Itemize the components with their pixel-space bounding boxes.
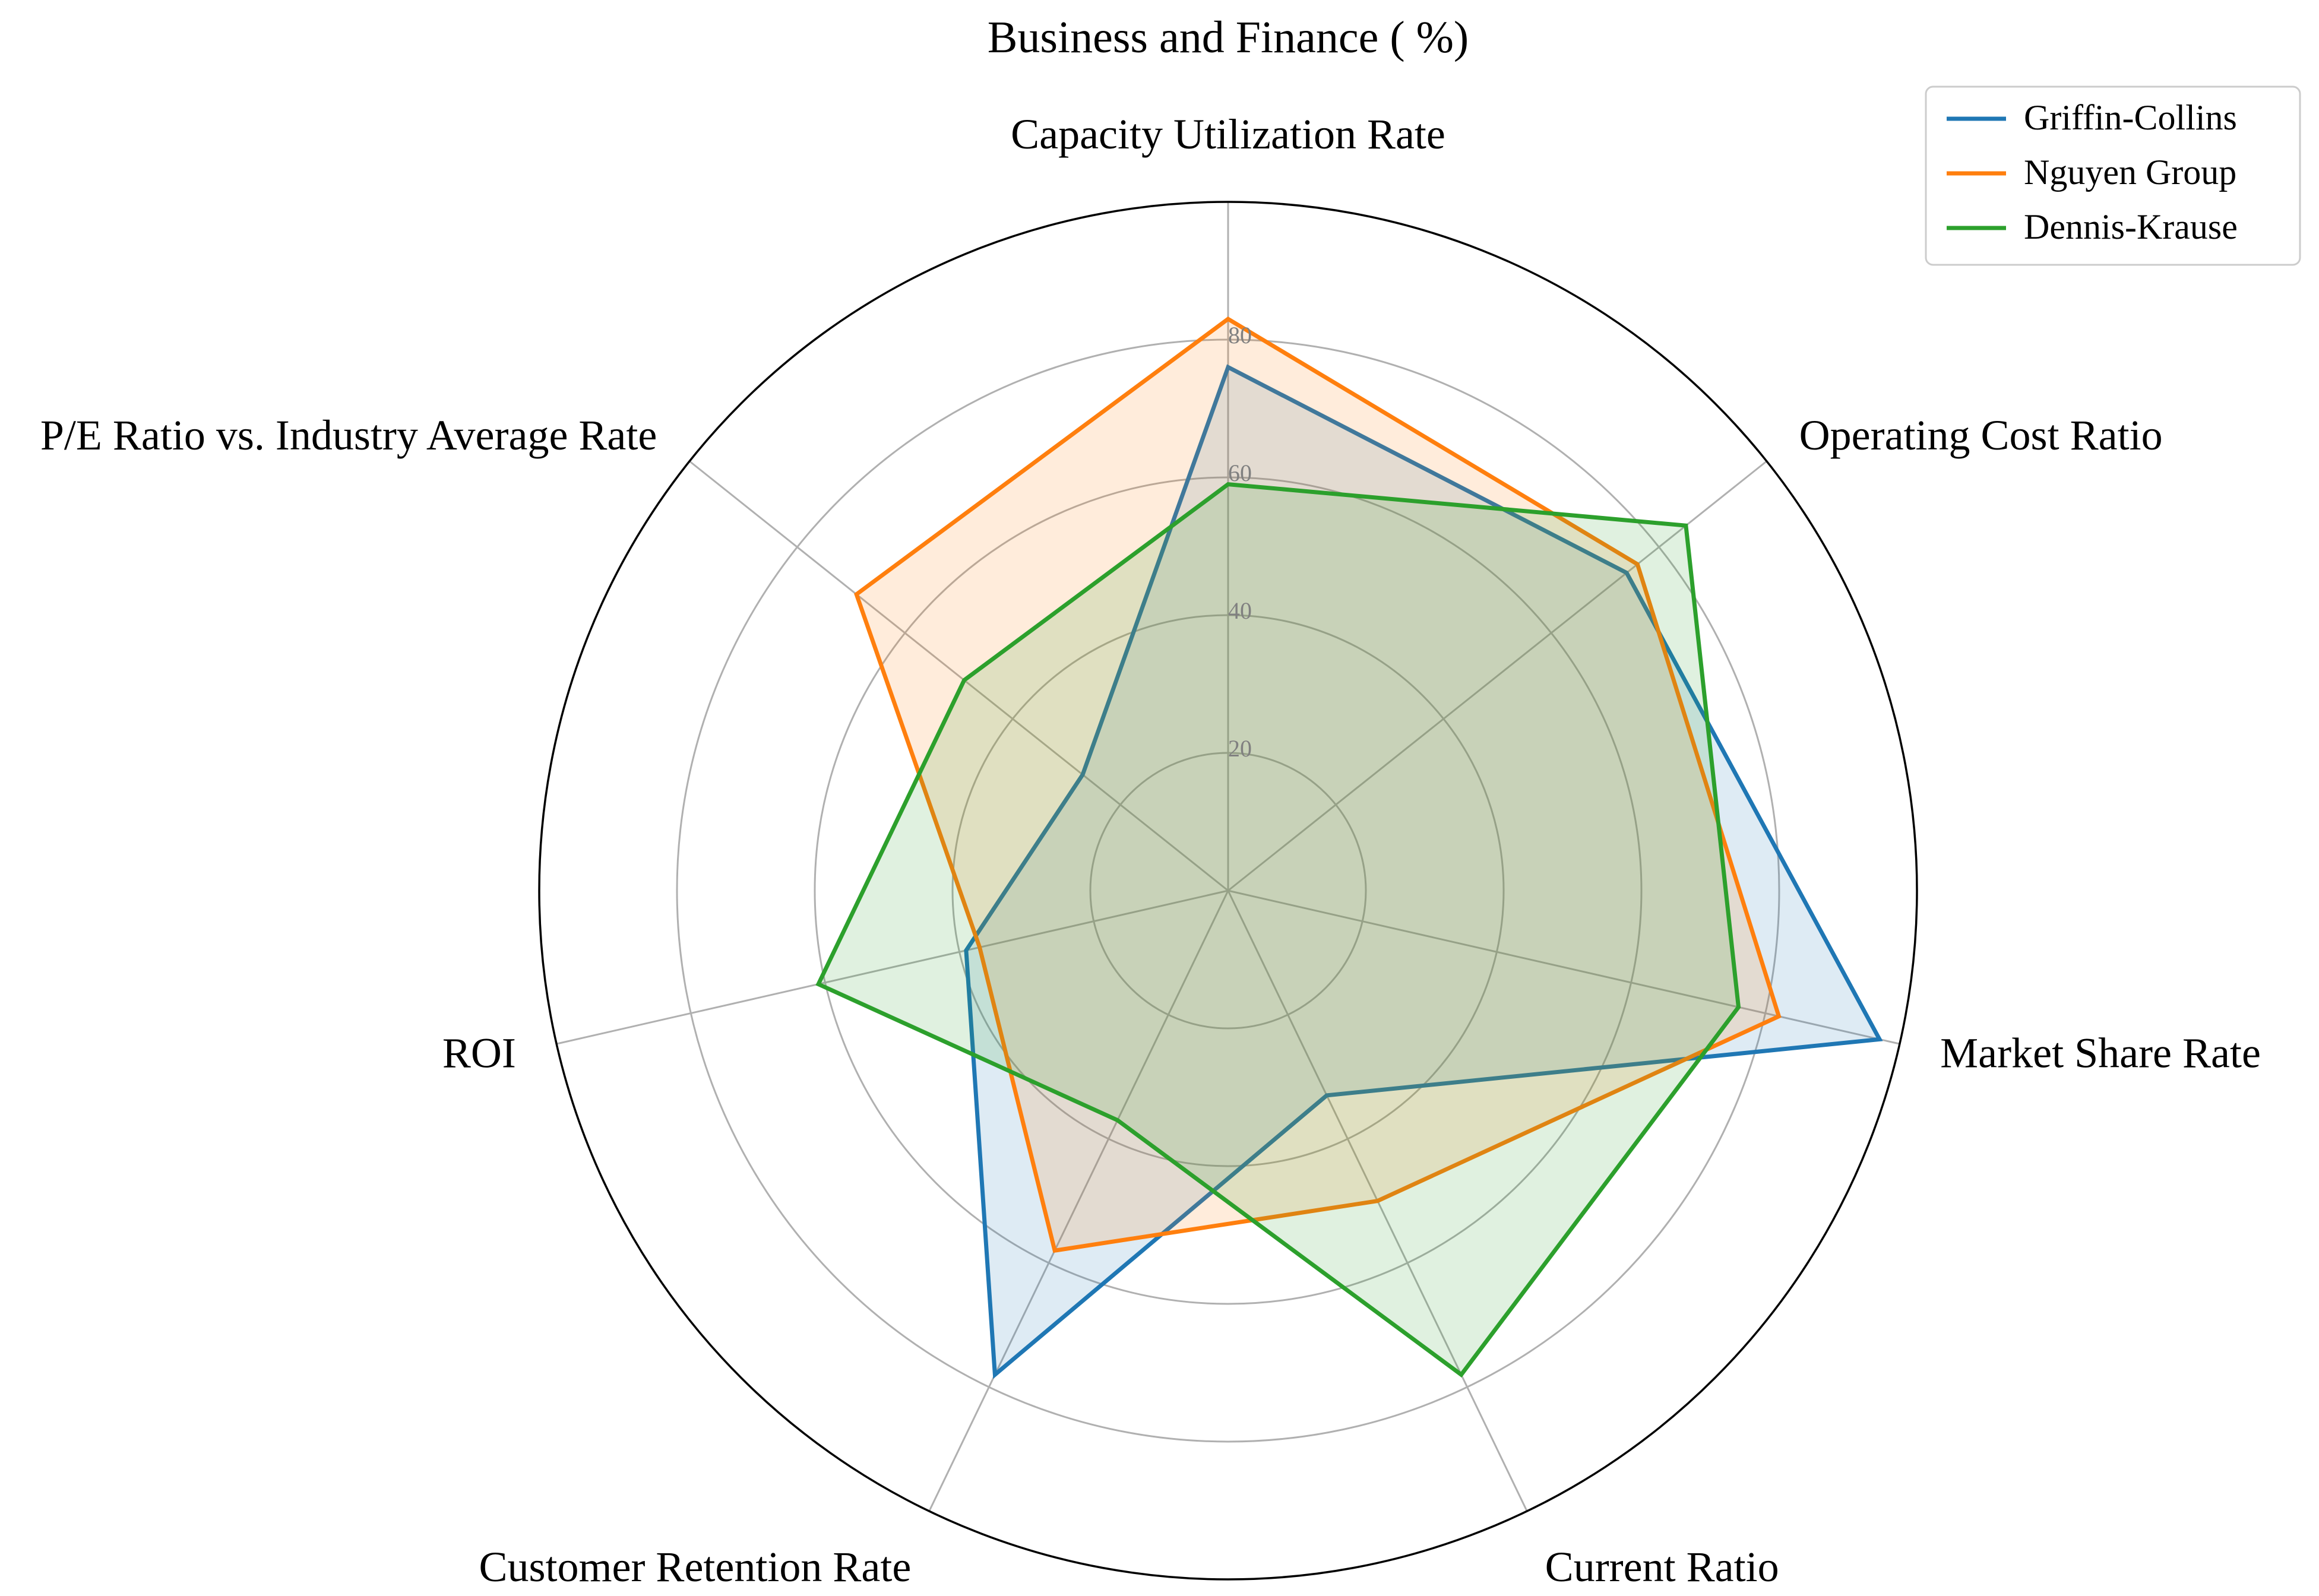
legend-label-0: Griffin-Collins [2024, 98, 2237, 137]
radial-tick-label: 60 [1228, 460, 1252, 486]
legend-label-2: Dennis-Krause [2024, 207, 2238, 246]
radial-tick-label: 80 [1228, 322, 1252, 349]
category-label-5: ROI [442, 1030, 516, 1077]
category-label-1: Operating Cost Ratio [1799, 411, 2163, 459]
legend: Griffin-Collins Nguyen Group Dennis-Krause [1926, 87, 2300, 265]
category-label-3: Current Ratio [1545, 1543, 1779, 1591]
legend-label-1: Nguyen Group [2024, 153, 2236, 192]
radial-tick-label: 40 [1228, 597, 1252, 624]
chart-title: Business and Finance ( %) [988, 12, 1469, 62]
radial-tick-label: 20 [1228, 735, 1252, 762]
category-label-6: P/E Ratio vs. Industry Average Rate [40, 411, 657, 459]
category-label-2: Market Share Rate [1940, 1030, 2261, 1077]
category-label-4: Customer Retention Rate [479, 1543, 911, 1591]
category-label-0: Capacity Utilization Rate [1011, 110, 1445, 158]
